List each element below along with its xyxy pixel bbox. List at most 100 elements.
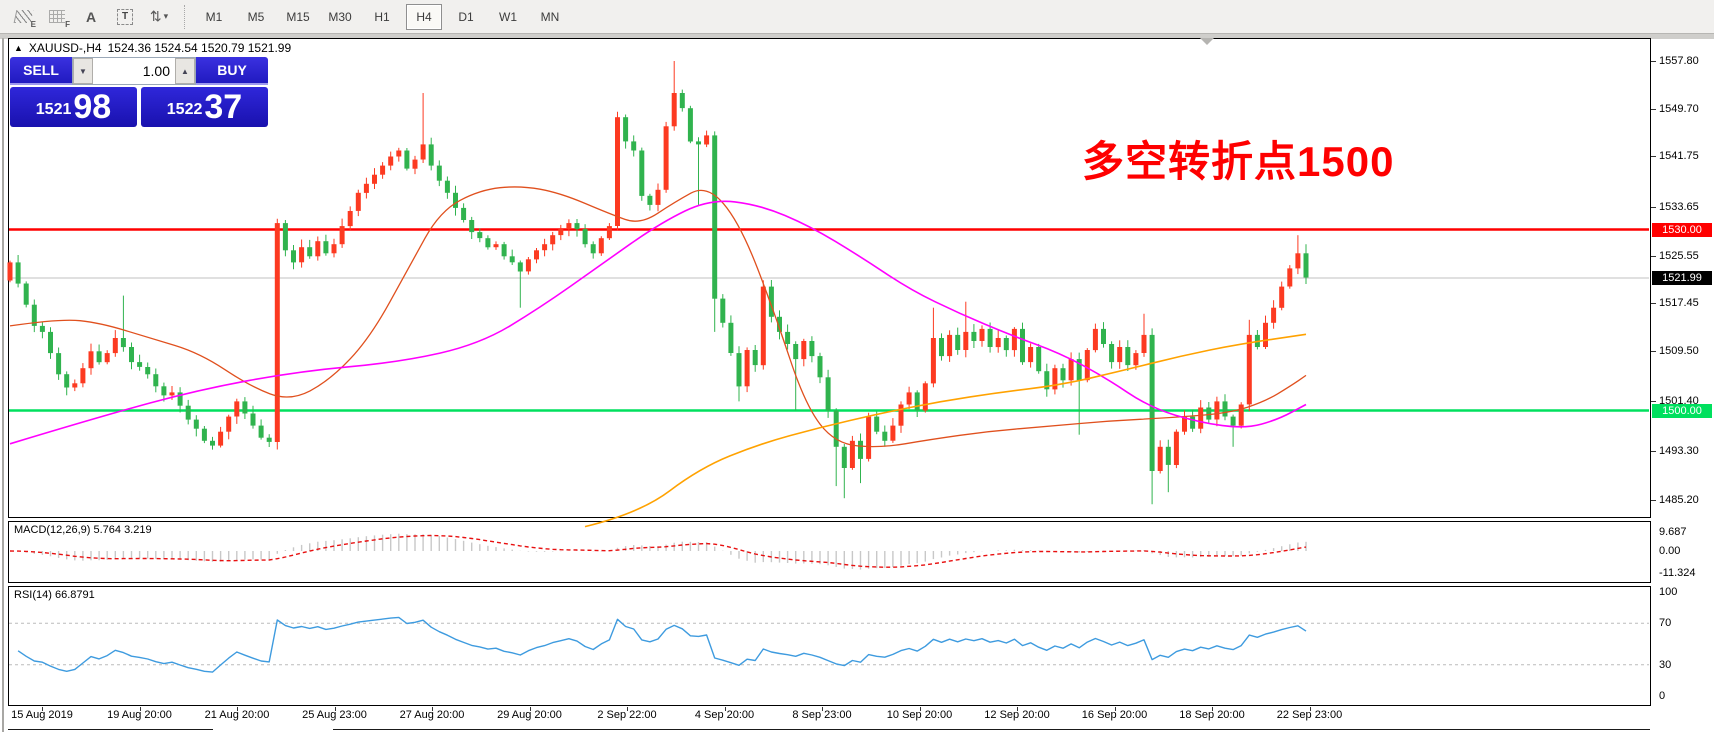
toolbar-lower-band [0, 33, 1714, 39]
time-axis-label: 16 Sep 20:00 [1081, 709, 1148, 721]
sell-quote[interactable]: 1521 98 [10, 87, 137, 127]
text-label-icon[interactable]: A [85, 8, 97, 25]
rsi-axis-label: 100 [1659, 586, 1678, 598]
time-tick [432, 707, 433, 711]
price-axis-label: 1509.50 [1659, 345, 1699, 357]
window-left-edge [2, 38, 4, 732]
price-tick [1651, 61, 1656, 62]
macd-axis-label: 0.00 [1659, 545, 1681, 557]
toolbar-separator [184, 4, 186, 29]
time-axis-label: 21 Aug 20:00 [204, 709, 270, 721]
rsi-label: RSI(14) 66.8791 [14, 589, 95, 601]
time-tick [919, 707, 921, 711]
time-axis-label: 27 Aug 20:00 [399, 709, 465, 721]
price-axis-label: 1485.20 [1659, 494, 1699, 506]
time-tick [139, 707, 141, 711]
price-tick [1651, 500, 1656, 501]
price-axis-label: 1541.75 [1659, 150, 1699, 162]
price-axis-label: 1517.45 [1659, 297, 1699, 309]
timeframe-bar: M1 M5 M15 M30 H1 H4 D1 W1 MN [196, 3, 568, 30]
price-tick [1651, 207, 1656, 208]
time-axis-label: 10 Sep 20:00 [886, 709, 953, 721]
one-click-trading-panel: SELL ▼ ▲ BUY 1521 98 1522 37 [10, 57, 268, 127]
macd-axis-label: 9.687 [1659, 526, 1687, 538]
symbol-name: XAUUSD-,H4 [28, 41, 102, 55]
price-axis-label: 1525.55 [1659, 250, 1699, 262]
text-box-icon[interactable]: T [110, 5, 140, 29]
price-badge: 1530.00 [1652, 223, 1712, 237]
volume-input[interactable] [93, 58, 175, 84]
rsi-axis-label: 30 [1659, 659, 1672, 671]
chart-expand-marker[interactable] [1200, 38, 1214, 45]
time-axis-label: 12 Sep 20:00 [984, 709, 1050, 721]
price-tick [1651, 256, 1656, 257]
time-axis-label: 8 Sep 23:00 [792, 709, 852, 721]
buy-quote[interactable]: 1522 37 [141, 87, 268, 127]
time-axis-label: 4 Sep 20:00 [694, 709, 755, 721]
subwindow-border-left [8, 729, 213, 730]
price-axis-label: 1557.80 [1659, 55, 1699, 67]
timeframe-w1[interactable]: W1 [499, 9, 517, 24]
price-tick [1651, 351, 1656, 352]
rsi-panel[interactable] [8, 586, 1651, 706]
price-tick [1651, 109, 1656, 110]
indicator-hatch-icon[interactable]: E [8, 5, 38, 29]
ohlc-values: 1524.36 1524.54 1520.79 1521.99 [107, 41, 292, 55]
price-tick [1651, 303, 1656, 304]
time-tick [822, 707, 823, 711]
price-tick [1651, 451, 1656, 452]
grid-style-icon[interactable]: F [42, 5, 72, 29]
buy-price-small: 1522 [166, 101, 203, 118]
macd-panel[interactable] [8, 521, 1651, 583]
time-axis-label: 29 Aug 20:00 [497, 709, 562, 721]
volume-increase-button[interactable]: ▲ [175, 58, 195, 84]
time-axis-label: 2 Sep 22:00 [597, 709, 657, 721]
time-axis-label: 19 Aug 20:00 [107, 709, 172, 721]
macd-axis-label: -11.324 [1659, 567, 1696, 579]
timeframe-d1[interactable]: D1 [458, 9, 474, 24]
price-tick [1651, 401, 1656, 402]
time-axis-label: 25 Aug 23:00 [302, 709, 367, 721]
timeframe-m15[interactable]: M15 [286, 9, 310, 24]
macd-label: MACD(12,26,9) 5.764 3.219 [14, 524, 152, 536]
time-axis-label: 18 Sep 20:00 [1179, 709, 1245, 721]
rsi-axis-label: 70 [1659, 617, 1672, 629]
chart-title: ▲ XAUUSD-,H4 1524.36 1524.54 1520.79 152… [14, 41, 291, 55]
rsi-axis-label: 0 [1659, 690, 1666, 702]
time-tick [724, 707, 726, 711]
time-tick [627, 707, 628, 711]
arrows-style-icon[interactable]: ⇅ ▾ [149, 8, 169, 24]
buy-button[interactable]: BUY [196, 57, 268, 85]
price-axis-label: 1493.30 [1659, 445, 1699, 457]
sell-price-small: 1521 [35, 101, 72, 118]
time-tick [529, 707, 531, 711]
chevron-down-icon: ▾ [163, 11, 169, 21]
time-tick [42, 707, 43, 711]
price-badge: 1500.00 [1652, 404, 1712, 418]
timeframe-mn[interactable]: MN [540, 9, 560, 24]
subwindow-border-right [333, 729, 1650, 730]
time-tick [1212, 707, 1213, 711]
sell-button[interactable]: SELL [10, 57, 72, 85]
timeframe-h1[interactable]: H1 [374, 9, 390, 24]
volume-decrease-button[interactable]: ▼ [73, 58, 93, 84]
sell-price-big: 98 [73, 88, 112, 126]
buy-price-big: 37 [204, 88, 243, 126]
symbol-collapse-icon[interactable]: ▲ [14, 43, 23, 53]
timeframe-m5[interactable]: M5 [247, 9, 265, 24]
time-axis-label: 22 Sep 23:00 [1276, 709, 1343, 721]
macd-values: 5.764 3.219 [93, 524, 152, 536]
price-tick [1651, 156, 1656, 157]
price-axis-label: 1533.65 [1659, 201, 1699, 213]
time-tick [334, 707, 336, 711]
time-tick [1309, 707, 1311, 711]
time-tick [237, 707, 238, 711]
time-tick [1114, 707, 1116, 711]
toolbar: E F A T ⇅ ▾ M1 M5 M15 M30 H1 H4 D1 W1 MN [0, 0, 1714, 33]
time-axis-label: 15 Aug 2019 [11, 709, 73, 721]
timeframe-m30[interactable]: M30 [328, 9, 352, 24]
volume-group: ▼ ▲ [72, 57, 196, 85]
timeframe-m1[interactable]: M1 [205, 9, 223, 24]
timeframe-h4[interactable]: H4 [406, 3, 442, 30]
